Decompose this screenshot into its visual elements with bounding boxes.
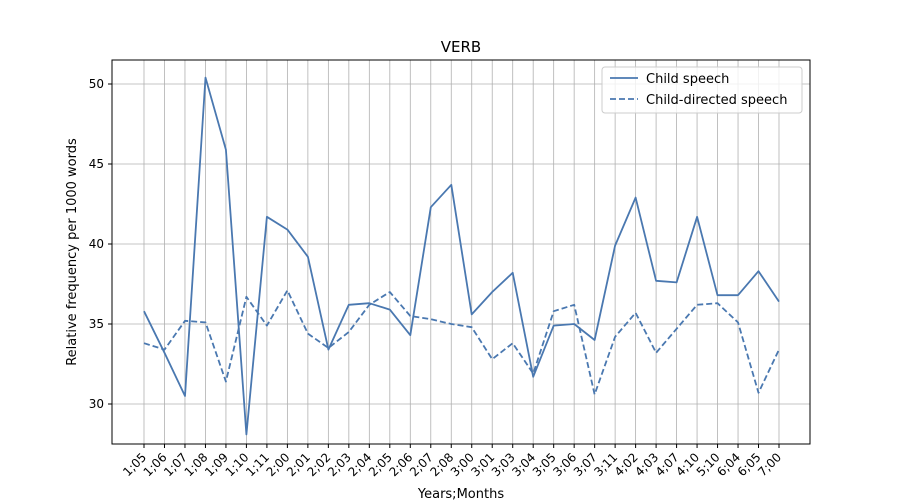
plot-frame <box>111 59 811 445</box>
chart-title: VERB <box>441 38 481 56</box>
y-tick-label: 40 <box>89 237 104 251</box>
grid <box>112 60 810 444</box>
legend: Child speech Child-directed speech <box>601 66 803 114</box>
legend-box <box>601 66 803 114</box>
y-tick-label: 45 <box>89 157 104 171</box>
series-layer <box>143 76 780 436</box>
x-axis-label: Years;Months <box>417 487 504 500</box>
y-tick-label: 50 <box>89 77 104 91</box>
y-axis: 30 35 40 45 50 <box>89 77 112 411</box>
series-line-child-speech <box>143 76 780 436</box>
legend-label-child-directed-speech: Child-directed speech <box>646 93 787 108</box>
y-axis-label: Relative frequency per 1000 words <box>65 138 80 366</box>
legend-label-child-speech: Child speech <box>646 72 729 87</box>
y-tick-label: 30 <box>89 397 104 411</box>
series-line-child-directed-speech <box>143 289 780 396</box>
y-tick-label: 35 <box>89 317 104 331</box>
